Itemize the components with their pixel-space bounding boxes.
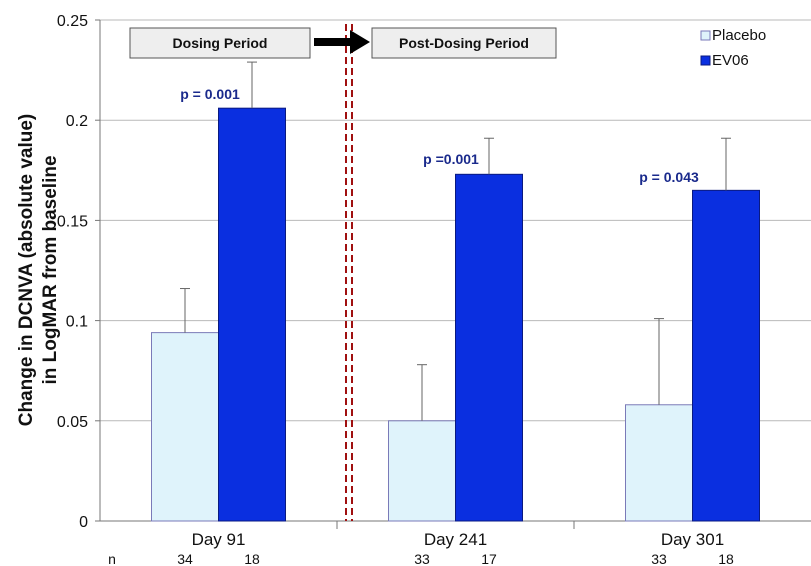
legend-label-placebo: Placebo <box>712 27 766 44</box>
bar-placebo <box>625 404 693 522</box>
bar-ev06 <box>218 107 286 522</box>
n-count-label: 34 <box>177 551 193 566</box>
x-category-label: Day 91 <box>192 530 246 549</box>
y-tick-label: 0.2 <box>66 113 88 130</box>
y-axis-label-line-2: in LogMAR from baseline <box>40 155 61 384</box>
period-arrow-shaft <box>314 38 352 46</box>
n-count-label: 18 <box>718 551 734 566</box>
legend-swatch-placebo <box>700 30 711 41</box>
legend-swatch-ev06 <box>700 55 711 66</box>
period-box <box>129 27 311 59</box>
bar-ev06 <box>455 173 523 522</box>
legend-label-ev06: EV06 <box>712 52 749 69</box>
n-row-label: n <box>108 551 116 566</box>
annotations: p = 0.001 p =0.001 p = 0.043 Dosing Period P… <box>129 24 699 521</box>
n-count-label: 18 <box>244 551 260 566</box>
legend: Placebo EV06 <box>700 27 766 69</box>
y-tick-label: 0.15 <box>57 213 88 230</box>
n-count-label: 17 <box>481 551 497 566</box>
n-count-label: 33 <box>651 551 667 566</box>
bar-placebo <box>388 420 456 522</box>
period-box-label: Dosing Period <box>173 35 268 51</box>
p-value-label: p = 0.043 <box>639 169 699 185</box>
x-category-label: Day 241 <box>424 530 487 549</box>
p-value-label: p =0.001 <box>423 151 479 167</box>
period-box-label: Post-Dosing Period <box>399 35 529 51</box>
y-axis-label-line-1: Change in DCNVA (absolute value) <box>16 114 37 426</box>
bar-ev06 <box>692 189 760 522</box>
x-category-label: Day 301 <box>661 530 724 549</box>
period-arrow-head <box>350 30 370 54</box>
y-tick-label: 0.1 <box>66 314 88 331</box>
p-value-label: p = 0.001 <box>180 86 240 102</box>
bar-placebo <box>151 332 219 522</box>
y-tick-label: 0 <box>79 514 88 531</box>
n-count-label: 33 <box>414 551 430 566</box>
period-box <box>371 27 557 59</box>
bars <box>151 61 760 522</box>
y-tick-label: 0.25 <box>57 13 88 30</box>
axes: 0 0.05 0.1 0.15 0.2 0.25 Day 91 34 18 Day 241 33 17… <box>57 13 811 566</box>
y-tick-label: 0.05 <box>57 414 88 431</box>
